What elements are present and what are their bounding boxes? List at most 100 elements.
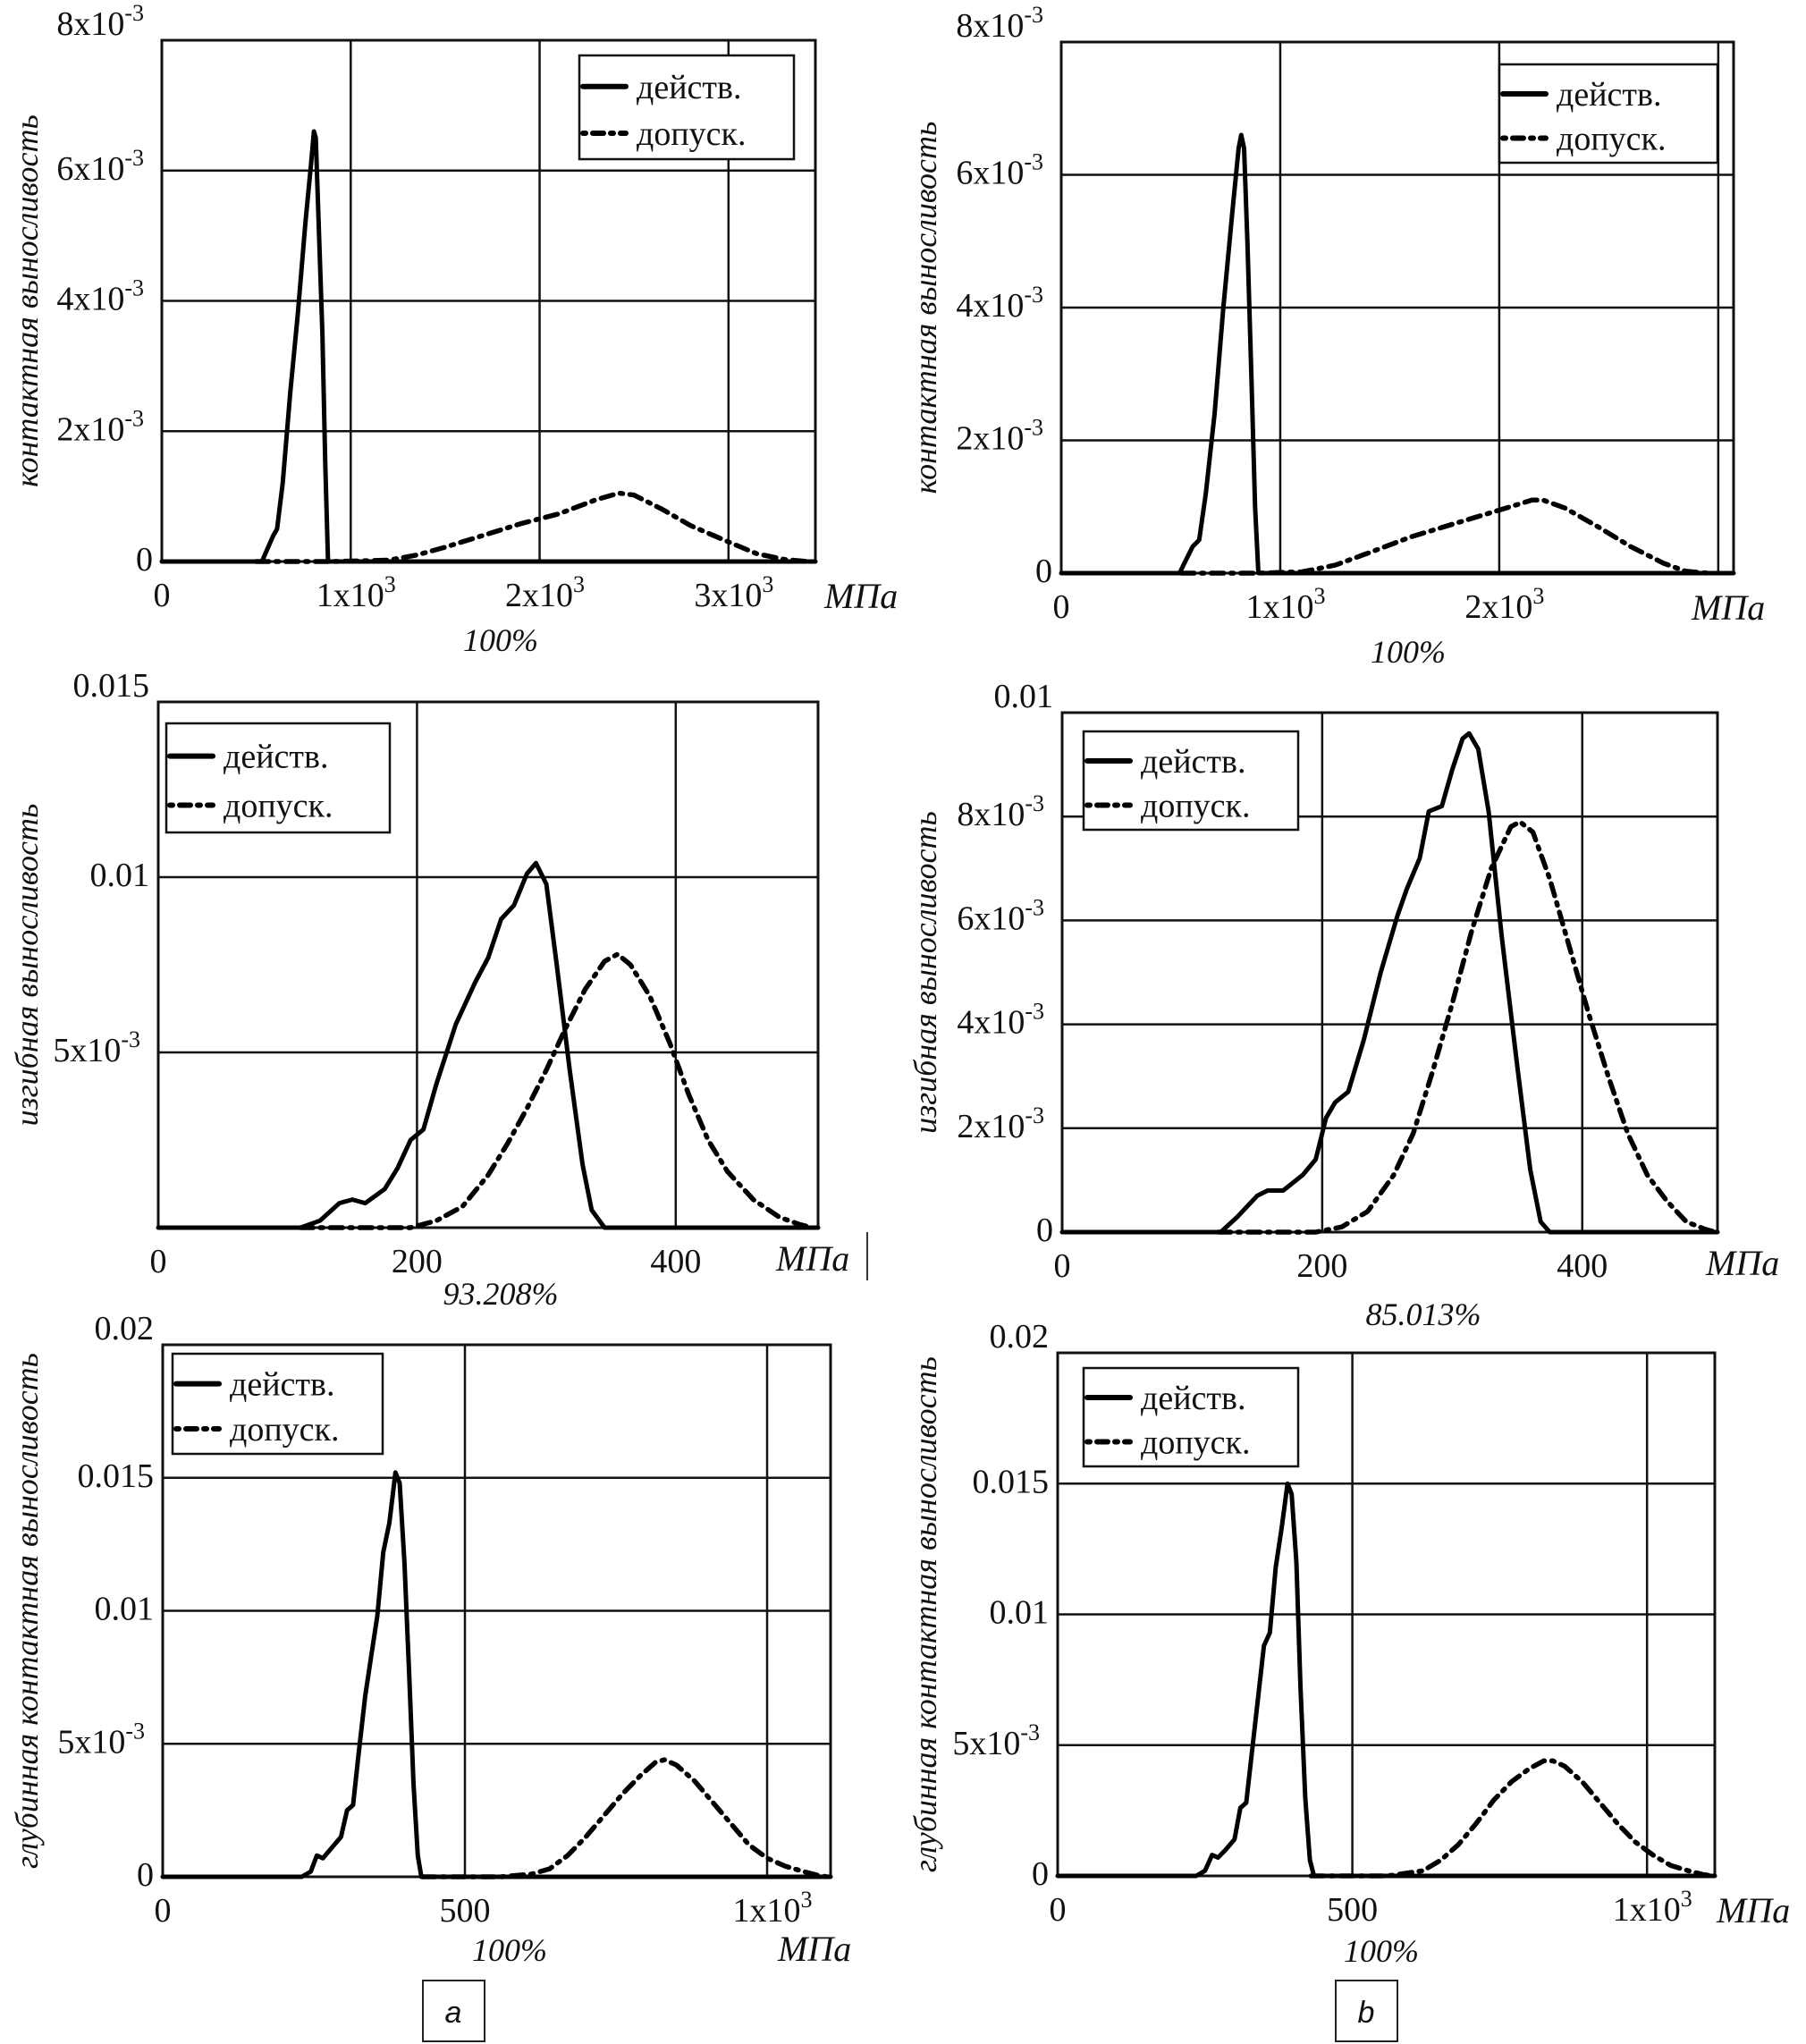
x-tick-label: 1x103 [1245, 583, 1325, 626]
y-tick-label: 0 [1032, 1855, 1049, 1893]
y-tick-label: 0.02 [95, 1310, 155, 1347]
legend-label: допуск. [637, 115, 747, 153]
panel-label-b-text: b [1358, 1996, 1375, 2030]
y-axis-label: контактная выносливость [9, 114, 45, 487]
x-unit-label: МПа [823, 576, 898, 616]
x-tick-label: 400 [650, 1243, 701, 1280]
series-actual-line [159, 129, 818, 564]
y-axis-label: глубинная контактная выносливость [907, 1356, 943, 1872]
y-tick-label: 0 [1035, 553, 1052, 590]
y-tick-label: 2x10-3 [956, 415, 1043, 458]
x-tick-label: 1x103 [316, 571, 396, 614]
x-tick-label: 400 [1557, 1247, 1608, 1285]
x-tick-label: 1x103 [733, 1887, 813, 1930]
y-tick-label: 2x10-3 [56, 405, 144, 448]
series-allowable-line [1308, 1758, 1715, 1879]
legend: действ. допуск. [1082, 730, 1300, 832]
x-tick-label: 500 [440, 1892, 491, 1930]
y-tick-label: 4x10-3 [957, 999, 1044, 1042]
y-tick-label: 0.01 [95, 1591, 155, 1628]
probability-label: 85.013% [1366, 1297, 1481, 1332]
probability-label: 100% [1371, 634, 1446, 670]
y-tick-label: 0 [136, 541, 153, 579]
series-actual-line [156, 860, 821, 1230]
y-tick-label: 6x10-3 [957, 894, 1044, 937]
legend-box [171, 1352, 384, 1456]
y-axis-label: глубинная контактная выносливость [9, 1353, 45, 1869]
x-unit-label: МПа [775, 1238, 849, 1279]
y-axis-label: изгибная выносливость [9, 804, 45, 1127]
y-tick-label: 8x10-3 [957, 790, 1044, 833]
x-tick-label: 200 [1296, 1247, 1347, 1285]
probability-label: 100% [472, 1932, 547, 1968]
legend: действ. допуск. [1498, 63, 1719, 165]
y-tick-label: 5x10-3 [57, 1718, 145, 1761]
x-tick-label: 0 [155, 1892, 172, 1930]
series-actual-line [160, 1470, 833, 1879]
plot-frame [156, 700, 820, 1229]
x-tick-label: 0 [154, 577, 171, 614]
panel-label-a: a [422, 1980, 485, 2042]
legend-box [165, 722, 392, 834]
x-tick-label: 0 [1053, 588, 1070, 626]
y-tick-label: 4x10-3 [956, 282, 1043, 325]
y-tick-label: 0.01 [990, 1594, 1050, 1632]
legend-box [1082, 1366, 1300, 1468]
series-actual-line [1059, 731, 1720, 1235]
legend: действ. допуск. [578, 54, 796, 161]
legend-label: допуск. [1141, 1424, 1251, 1462]
x-unit-label: МПа [1705, 1243, 1779, 1283]
y-tick-label: 5x10-3 [53, 1026, 140, 1069]
series-actual-line [1059, 132, 1736, 576]
x-tick-label: 500 [1327, 1891, 1378, 1929]
series-allowable-line [1178, 497, 1710, 576]
y-tick-label: 8x10-3 [56, 0, 144, 43]
y-axis-label: контактная выносливость [907, 122, 943, 494]
y-tick-label: 6x10-3 [956, 149, 1043, 192]
x-tick-label: 2x103 [505, 571, 585, 614]
legend-label: действ. [1141, 743, 1245, 781]
legend-label: действ. [637, 69, 741, 106]
y-tick-label: 5x10-3 [952, 1719, 1040, 1762]
x-tick-label: 0 [150, 1243, 167, 1280]
legend-label: действ. [1141, 1380, 1245, 1417]
y-tick-label: 0.01 [90, 857, 150, 894]
chart-bending-a: 0 200 400 5x10-3 0.01 0.015 МПа 93.208% изгибная… [9, 667, 849, 1312]
y-tick-label: 4x10-3 [56, 275, 144, 318]
y-axis-label: изгибная выносливость [907, 811, 943, 1134]
legend: действ. допуск. [1082, 1366, 1300, 1468]
plot-frame [1060, 711, 1719, 1234]
panel-label-b: b [1335, 1980, 1398, 2042]
chart-deep-contact-a: 0 500 1x103 0 5x10-3 0.01 0.015 0.02 МПа 100% глуб… [9, 1310, 851, 1969]
probability-label: 100% [1344, 1933, 1419, 1969]
series-allowable-line [253, 490, 811, 564]
probability-label: 93.208% [443, 1276, 559, 1312]
y-tick-label: 6x10-3 [56, 145, 144, 188]
x-tick-label: 200 [392, 1243, 443, 1280]
x-tick-label: 2x103 [1464, 583, 1544, 626]
chart-bending-b: 0 200 400 0 2x10-3 4x10-3 6x10-3 8x10-3 0.01 МПа 8… [907, 678, 1779, 1332]
legend-label: допуск. [230, 1411, 340, 1449]
chart-contact-b: 0 1x103 2x103 0 2x10-3 4x10-3 6x10-3 8x10-3 МПа 1… [907, 2, 1765, 670]
y-tick-label: 0.02 [990, 1318, 1050, 1356]
legend-box [1498, 63, 1719, 165]
y-tick-label: 8x10-3 [956, 2, 1043, 45]
y-tick-label: 0.015 [973, 1463, 1050, 1500]
x-tick-label: 0 [1054, 1247, 1071, 1285]
legend-label: допуск. [1141, 788, 1251, 825]
legend-label: действ. [230, 1366, 334, 1404]
series-allowable-line [419, 1757, 831, 1879]
y-tick-label: 0.015 [78, 1457, 155, 1495]
legend-label: допуск. [224, 788, 333, 825]
chart-contact-a: 0 1x103 2x103 3x103 0 2x10-3 4x10-3 6x10-3 8x10-… [9, 0, 898, 658]
y-tick-label: 0.015 [73, 667, 150, 705]
panel-label-a-text: a [445, 1996, 462, 2030]
legend-label: действ. [1557, 76, 1661, 114]
series-allowable-line [298, 951, 814, 1230]
x-unit-label: МПа [777, 1929, 851, 1969]
legend-box [1082, 730, 1300, 832]
y-tick-label: 0.01 [994, 678, 1054, 715]
series-actual-line [1055, 1481, 1717, 1879]
legend: действ. допуск. [171, 1352, 384, 1456]
